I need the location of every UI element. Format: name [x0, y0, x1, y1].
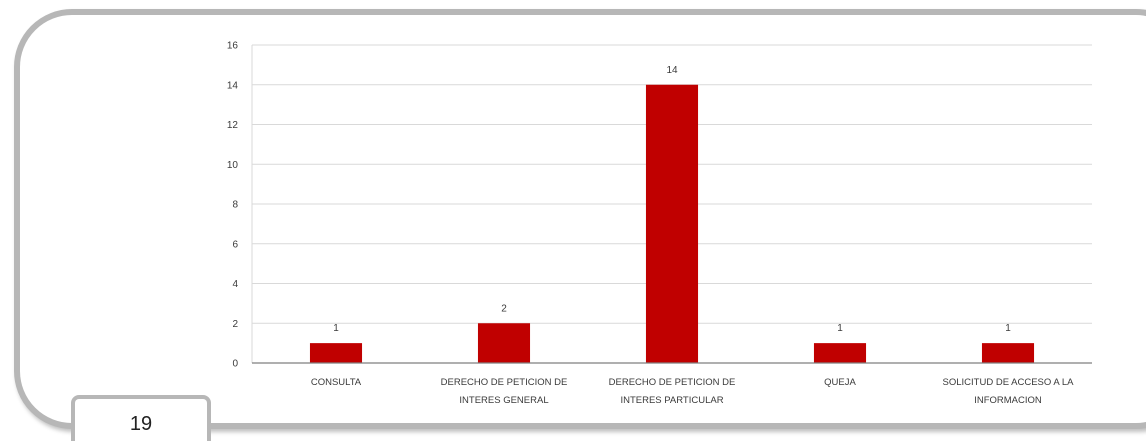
- bar: [981, 343, 1035, 363]
- x-category-label-line: DERECHO DE PETICION DE: [609, 377, 736, 388]
- x-category-label-line: INTERES GENERAL: [459, 395, 548, 406]
- x-category-label: DERECHO DE PETICION DE INTERES PARTICULAR: [609, 377, 736, 406]
- x-category-label-line: INFORMACION: [974, 395, 1042, 406]
- x-category-label: CONSULTA: [311, 377, 362, 388]
- y-tick-label: 16: [227, 41, 239, 52]
- y-tick-label: 10: [227, 160, 239, 171]
- y-tick-label: 6: [232, 239, 238, 250]
- y-tick-label: 12: [227, 120, 239, 131]
- x-category-label-line: CONSULTA: [311, 377, 362, 388]
- bar: [813, 343, 867, 363]
- y-tick-label: 0: [232, 359, 238, 370]
- page-number: 19: [129, 413, 153, 435]
- page-frame: [14, 9, 1146, 429]
- x-category-label: QUEJA: [824, 377, 856, 388]
- y-tick-label: 14: [227, 80, 239, 91]
- x-category-label-line: SOLICITUD DE ACCESO A LA: [943, 377, 1075, 388]
- x-category-label-line: DERECHO DE PETICION DE: [441, 377, 568, 388]
- bar: [645, 84, 699, 363]
- data-label: 2: [501, 303, 507, 314]
- bar: [309, 343, 363, 363]
- page-number-tab: 19: [71, 395, 211, 441]
- data-label: 1: [1005, 323, 1011, 334]
- x-category-label-line: INTERES PARTICULAR: [620, 395, 723, 406]
- x-category-label-line: QUEJA: [824, 377, 856, 388]
- data-label: 1: [837, 323, 843, 334]
- data-label: 14: [666, 65, 678, 76]
- y-tick-label: 2: [232, 319, 238, 330]
- data-label: 1: [333, 323, 339, 334]
- x-category-label: DERECHO DE PETICION DE INTERES GENERAL: [441, 377, 568, 406]
- y-tick-label: 4: [232, 279, 238, 290]
- bar: [477, 323, 531, 363]
- x-category-label: SOLICITUD DE ACCESO A LA INFORMACION: [943, 377, 1075, 406]
- y-tick-label: 8: [232, 200, 238, 211]
